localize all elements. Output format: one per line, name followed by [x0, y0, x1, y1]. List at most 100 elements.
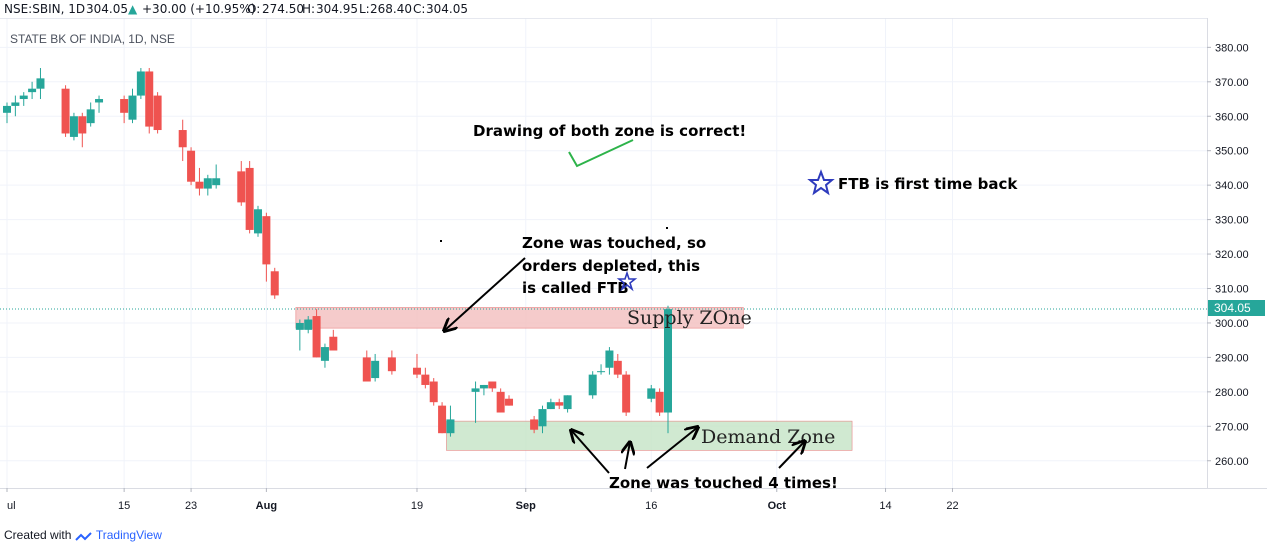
- candle: [597, 364, 606, 375]
- zones-layer: [295, 307, 853, 451]
- y-tick-label: 360.00: [1215, 111, 1249, 123]
- candle: [496, 388, 505, 413]
- candle-body: [187, 150, 196, 182]
- annotation-both-zones: Drawing of both zone is correct!: [473, 122, 746, 140]
- candle-body: [61, 88, 70, 134]
- candle-body: [622, 374, 631, 413]
- check-mark-icon: [568, 139, 634, 168]
- grid-lines: [0, 18, 1207, 488]
- candle-body: [128, 95, 137, 120]
- candle: [254, 205, 263, 237]
- chart-title: STATE BK OF INDIA, 1D, NSE: [10, 32, 175, 46]
- candle-body: [421, 374, 430, 385]
- annotation-touched-line-1: Zone was touched, so: [522, 234, 706, 252]
- star-icon: [616, 270, 638, 292]
- candle: [320, 343, 329, 368]
- demand-zone: [446, 420, 853, 451]
- candle-body: [329, 336, 338, 351]
- y-tick-label: 340.00: [1215, 180, 1249, 192]
- candle-body: [588, 374, 597, 396]
- candle: [86, 102, 95, 127]
- candle: [36, 68, 45, 100]
- candle-body: [11, 102, 20, 106]
- candle: [387, 350, 396, 375]
- x-tick-label: 19: [411, 500, 423, 512]
- candle: [505, 395, 514, 406]
- candle-body: [546, 402, 555, 410]
- symbol-label[interactable]: NSE:SBIN, 1D: [4, 2, 86, 16]
- footer-tradingview[interactable]: TradingView: [95, 528, 162, 542]
- candle-body: [312, 316, 321, 358]
- y-tick-label: 270.00: [1215, 421, 1249, 433]
- last-price-tag: 304.05: [1208, 300, 1265, 316]
- candle-body: [120, 99, 129, 113]
- candle: [605, 347, 614, 375]
- candle-body: [178, 130, 187, 148]
- candle-body: [19, 95, 28, 100]
- x-tick-label: 14: [879, 500, 891, 512]
- candle-body: [530, 419, 539, 430]
- candle: [421, 367, 430, 389]
- y-tick-label: 280.00: [1215, 387, 1249, 399]
- price-axis[interactable]: 380.00 370.00 360.00 350.00 340.00 330.00 320.…: [1207, 42, 1249, 468]
- candle-body: [295, 322, 304, 330]
- candle-body: [446, 419, 455, 434]
- low-label: L:: [359, 2, 370, 16]
- candle: [546, 398, 555, 410]
- candle: [555, 398, 564, 410]
- time-axis[interactable]: ul 15 23 Aug 19 Sep 16 Oct 14 22: [6, 488, 959, 512]
- arrow-to-supply: [444, 257, 526, 331]
- footer: Created with TradingView: [4, 528, 162, 542]
- y-tick-label: 350.00: [1215, 146, 1249, 158]
- candle: [187, 147, 196, 186]
- change-arrow-icon: ▲: [128, 2, 138, 16]
- candle: [471, 381, 480, 423]
- candle-body: [496, 391, 505, 413]
- candle: [212, 164, 221, 189]
- candle: [613, 353, 622, 379]
- y-tick-label: 320.00: [1215, 249, 1249, 261]
- open-value: 274.50: [262, 2, 304, 16]
- candle: [663, 305, 672, 434]
- demand-zone-label: Demand Zone: [701, 426, 835, 448]
- x-tick-label: 22: [946, 500, 958, 512]
- candle-body: [270, 271, 279, 296]
- candle: [412, 353, 421, 379]
- candle: [61, 85, 70, 137]
- candlestick-chart[interactable]: 380.00 370.00 360.00 350.00 340.00 330.00 320.…: [0, 0, 1267, 528]
- change-value: +30.00 (+10.95%): [142, 2, 256, 16]
- candle-body: [412, 367, 421, 375]
- candle: [28, 81, 37, 100]
- open-label: O:: [247, 2, 261, 16]
- candle: [237, 161, 246, 206]
- top-border: [0, 18, 1207, 19]
- candle: [563, 395, 572, 413]
- high-label: H:: [302, 2, 316, 16]
- candle: [538, 405, 547, 434]
- candles-layer: [3, 68, 672, 437]
- candle-body: [245, 167, 254, 230]
- candle: [655, 388, 664, 416]
- candle: [295, 319, 304, 351]
- candle: [178, 119, 187, 162]
- high-value: 304.95: [316, 2, 358, 16]
- candle-body: [371, 360, 380, 379]
- candle: [304, 316, 313, 334]
- candle: [362, 350, 371, 382]
- candle-body: [563, 395, 572, 410]
- candle-body: [203, 178, 212, 189]
- candle-body: [320, 347, 329, 361]
- candle: [622, 371, 631, 416]
- y-tick-label: 310.00: [1215, 284, 1249, 296]
- candle: [145, 68, 154, 134]
- candle-body: [3, 105, 11, 113]
- footer-created-with: Created with: [4, 528, 72, 542]
- candle: [647, 384, 656, 403]
- close-value: 304.05: [426, 2, 468, 16]
- candle: [479, 384, 488, 396]
- annotation-ftb-definition: FTB is first time back: [838, 175, 1018, 193]
- candle-body: [605, 350, 614, 368]
- last-price-tag-label: 304.05: [1214, 301, 1251, 315]
- candle-body: [36, 78, 45, 89]
- supply-zone-label: Supply ZOne: [627, 307, 752, 329]
